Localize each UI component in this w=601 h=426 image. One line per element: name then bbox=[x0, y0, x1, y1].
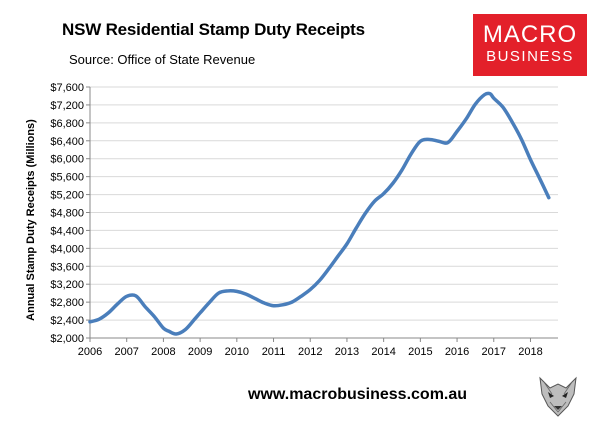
y-tick-label: $6,000 bbox=[50, 154, 84, 166]
y-tick-label: $7,600 bbox=[50, 82, 84, 94]
y-tick-label: $7,200 bbox=[50, 100, 84, 112]
chart-source: Source: Office of State Revenue bbox=[69, 52, 256, 67]
macrobusiness-logo[interactable]: MACRO BUSINESS bbox=[473, 14, 587, 76]
y-tick-label: $3,200 bbox=[50, 279, 84, 291]
x-tick-label: 2018 bbox=[518, 346, 542, 358]
y-axis-label: Annual Stamp Duty Receipts (Millions) bbox=[25, 119, 37, 321]
x-tick-label: 2012 bbox=[298, 346, 322, 358]
logo-line-2: BUSINESS bbox=[486, 48, 574, 65]
axes bbox=[86, 86, 558, 342]
y-tick-label: $2,400 bbox=[50, 315, 84, 327]
x-tick-label: 2015 bbox=[408, 346, 432, 358]
y-tick-labels: $2,000 $2,400 $2,800 $3,200 $3,600 $4,000 $4,4… bbox=[50, 82, 84, 345]
y-tick-label: $6,800 bbox=[50, 118, 84, 130]
wolf-head-icon bbox=[534, 372, 582, 420]
chart-title: NSW Residential Stamp Duty Receipts bbox=[62, 20, 365, 39]
y-tick-label: $5,600 bbox=[50, 172, 84, 184]
y-tick-label: $3,600 bbox=[50, 261, 84, 273]
y-tick-label: $4,800 bbox=[50, 208, 84, 220]
y-tick-label: $2,800 bbox=[50, 297, 84, 309]
x-tick-label: 2011 bbox=[262, 346, 286, 358]
y-tick-label: $4,400 bbox=[50, 225, 84, 237]
x-tick-label: 2007 bbox=[114, 346, 138, 358]
x-tick-labels: 2006 2007 2008 2009 2010 2011 2012 2013 2014 2015… bbox=[78, 346, 543, 358]
x-tick-label: 2008 bbox=[151, 346, 175, 358]
y-tick-label: $4,000 bbox=[50, 243, 84, 255]
y-tick-label: $5,200 bbox=[50, 190, 84, 202]
x-tick-label: 2009 bbox=[188, 346, 212, 358]
y-tick-label: $2,000 bbox=[50, 333, 84, 345]
x-tick-label: 2016 bbox=[445, 346, 469, 358]
series-line bbox=[88, 91, 551, 336]
gridlines bbox=[90, 86, 558, 321]
x-tick-label: 2013 bbox=[335, 346, 359, 358]
logo-line-1: MACRO bbox=[482, 21, 578, 48]
footer-url[interactable]: www.macrobusiness.com.au bbox=[248, 386, 468, 403]
x-tick-label: 2017 bbox=[482, 346, 506, 358]
x-tick-label: 2006 bbox=[78, 346, 102, 358]
series-group bbox=[88, 91, 551, 336]
x-tick-label: 2014 bbox=[371, 346, 395, 358]
y-tick-label: $6,400 bbox=[50, 136, 84, 148]
x-tick-label: 2010 bbox=[225, 346, 249, 358]
